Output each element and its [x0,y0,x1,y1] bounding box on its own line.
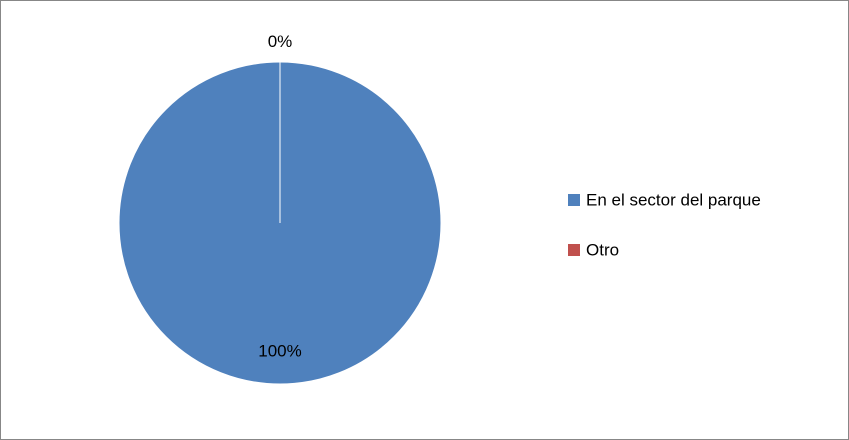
legend-label: En el sector del parque [586,190,761,209]
legend-label: Otro [586,240,619,259]
data-label: 0% [268,32,293,51]
legend-swatch [568,244,580,256]
data-label: 100% [258,341,301,360]
legend-swatch [568,194,580,206]
